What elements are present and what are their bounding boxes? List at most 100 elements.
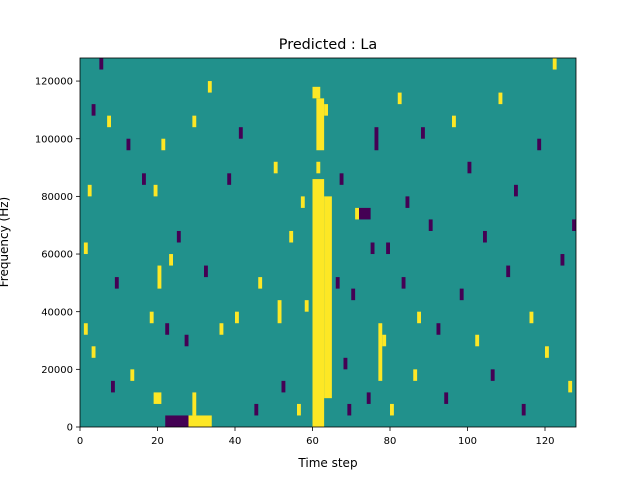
heatmap-cell [277,300,282,324]
chart-title: Predicted : La [279,37,377,53]
heatmap-cell [552,58,557,70]
heatmap-cell [91,104,96,116]
y-tick-label: 100000 [35,134,73,145]
heatmap-cell [126,138,131,151]
heatmap-cell [475,334,480,347]
heatmap-cell [204,265,208,278]
heatmap-cell [339,173,344,185]
heatmap-cell [413,369,418,381]
plot-area [79,57,577,428]
heatmap-cell [312,86,321,99]
heatmap-cell [537,138,542,151]
y-tick-label: 80000 [41,192,73,203]
heatmap-cell [378,323,383,381]
heatmap-cell [227,173,232,185]
heatmap-cell [421,127,425,139]
heatmap-cell [316,161,321,174]
heatmap-cell [401,277,406,289]
heatmap-cell [397,92,402,105]
heatmap-cell [114,277,119,289]
heatmap-cell [130,369,135,381]
heatmap-cell [188,415,212,427]
heatmap-cell [498,92,503,105]
heatmap-cell [99,58,104,70]
heatmap-cell [521,403,526,416]
x-tick-label: 100 [458,436,477,447]
heatmap-cell [312,179,325,427]
heatmap-cell [235,311,239,324]
heatmap-cell [91,346,96,358]
heatmap-cell [560,254,565,266]
heatmap-cell [347,403,352,416]
y-axis-label: Frequency (Hz) [0,197,11,288]
heatmap-cell [351,288,356,301]
x-axis-ticks: 0 20 40 60 80 100 120 [77,427,555,447]
heatmap-cell [83,323,88,335]
heatmap-cell [153,184,158,197]
heatmap-cell [176,230,181,243]
y-tick-label: 120000 [35,77,73,88]
heatmap-cell [514,184,518,197]
x-tick-label: 20 [151,436,164,447]
heatmap-cell [165,323,170,335]
heatmap-cell [483,230,487,243]
y-tick-label: 40000 [41,307,73,318]
heatmap-cell [304,300,309,312]
x-tick-label: 60 [306,436,319,447]
y-tick-label: 0 [67,423,73,434]
heatmap-cell [192,115,197,128]
heatmap-cell [374,127,379,151]
heatmap-cells [83,58,576,427]
heatmap-cell [452,115,456,128]
heatmap-cell [343,357,348,370]
heatmap-cell [467,161,472,174]
heatmap-cell [273,161,278,174]
heatmap-cell [490,369,495,381]
y-axis-ticks: 0 20000 40000 60000 80000 100000 120000 [35,77,80,434]
heatmap-cell [366,392,371,404]
heatmap-cell [258,277,263,289]
heatmap-cell [219,323,224,335]
heatmap-cell [359,207,371,220]
heatmap-cell [83,242,88,255]
heatmap-cell [370,242,375,255]
heatmap-cell [417,311,421,324]
y-tick-label: 60000 [41,250,73,261]
heatmap-cell [142,173,146,185]
heatmap-cell [386,242,390,255]
heatmap-cell [335,277,340,289]
heatmap-cell [428,219,433,231]
heatmap-cell [405,196,410,208]
heatmap-cell [153,392,162,404]
heatmap-cell [459,288,464,301]
heatmap-cell [169,254,173,266]
x-tick-label: 80 [384,436,397,447]
heatmap-cell [192,392,197,416]
heatmap-cell [289,230,294,243]
heatmap-cell [324,104,328,116]
heatmap-cell [184,334,189,347]
heatmap-cell [157,265,162,289]
heatmap-cell [506,265,511,278]
heatmap-cell [297,403,301,416]
heatmap-cell [572,219,576,231]
heatmap-cell [444,392,449,404]
heatmap-cell [207,81,212,93]
y-tick-label: 20000 [41,365,73,376]
heatmap-cell [382,334,387,347]
heatmap-cell [529,311,534,324]
heatmap-cell [316,98,325,151]
heatmap-cell [111,380,115,393]
x-tick-label: 0 [77,436,83,447]
heatmap-cell [281,380,286,393]
heatmap-cell [568,380,573,393]
heatmap-cell [161,138,166,151]
heatmap-cell [107,115,111,128]
heatmap-cell [173,415,189,427]
heatmap-cell [165,415,173,427]
x-tick-label: 120 [535,436,554,447]
heatmap-cell [254,403,259,416]
heatmap-cell [355,207,359,220]
heatmap-cell [545,346,549,358]
